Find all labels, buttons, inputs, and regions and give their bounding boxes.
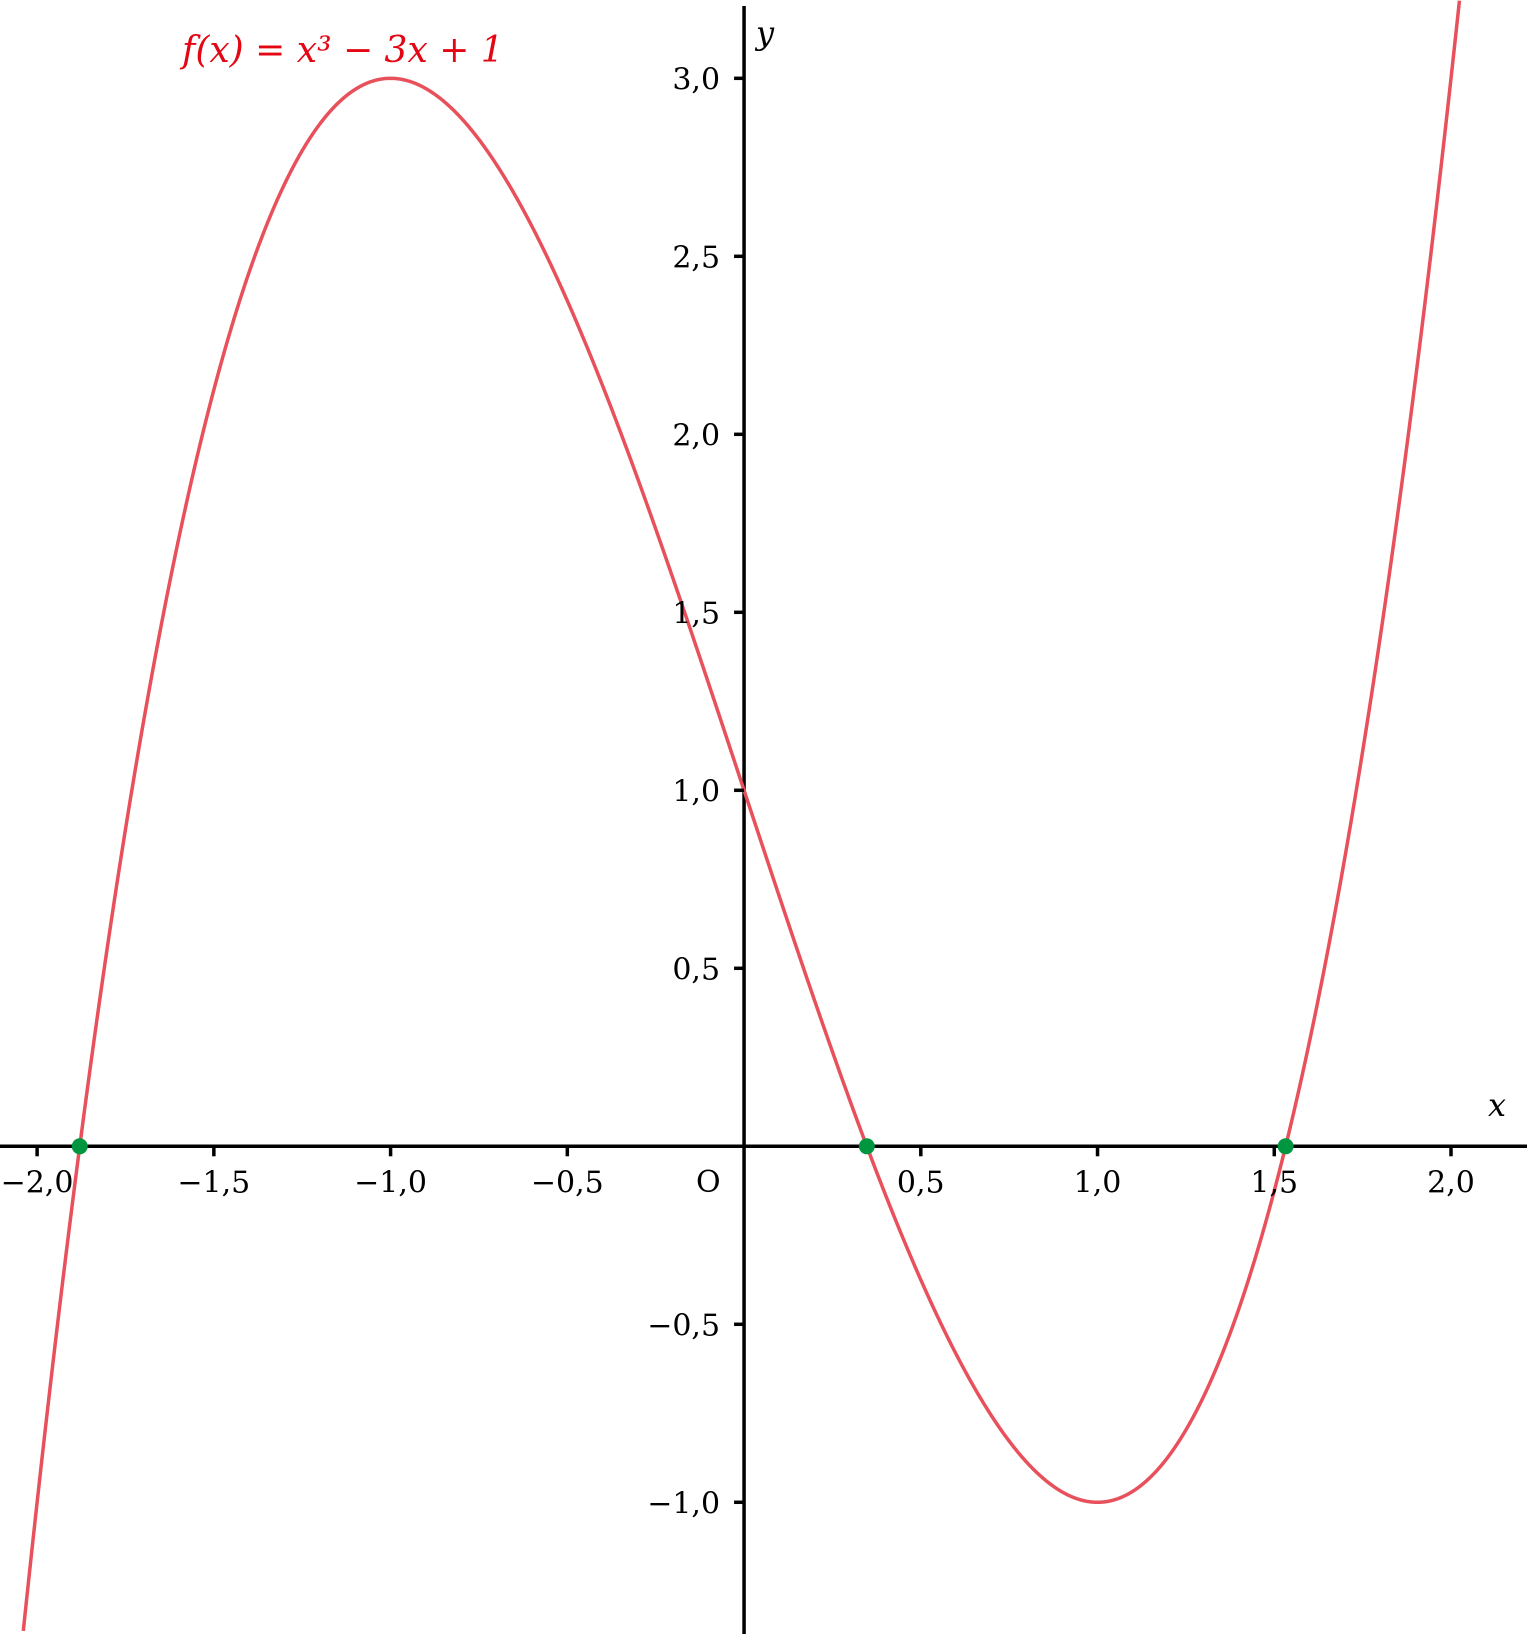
y-tick-label: 1,5 bbox=[672, 596, 720, 631]
root-point bbox=[858, 1138, 875, 1155]
y-tick-label: 3,0 bbox=[672, 62, 720, 97]
x-tick-label: −2,0 bbox=[1, 1165, 74, 1200]
x-tick-label: −0,5 bbox=[531, 1165, 604, 1200]
root-point bbox=[71, 1138, 88, 1155]
x-axis-label: x bbox=[1488, 1086, 1506, 1124]
y-tick-label: 0,5 bbox=[672, 952, 720, 987]
y-tick-label: −1,0 bbox=[647, 1486, 720, 1521]
x-tick-label: −1,5 bbox=[177, 1165, 250, 1200]
y-axis-label: y bbox=[754, 14, 775, 52]
x-tick-label: 1,5 bbox=[1250, 1165, 1298, 1200]
curve-f bbox=[21, 0, 1462, 1632]
x-tick-label: 0,5 bbox=[897, 1165, 945, 1200]
x-tick-label: −1,0 bbox=[354, 1165, 427, 1200]
origin-label: O bbox=[696, 1165, 721, 1200]
x-tick-label: 2,0 bbox=[1427, 1165, 1475, 1200]
chart-title: f(x) = x³ − 3x + 1 bbox=[179, 30, 504, 71]
y-tick-label: 1,0 bbox=[672, 774, 720, 809]
y-tick-label: 2,0 bbox=[672, 418, 720, 453]
y-tick-label: −0,5 bbox=[647, 1308, 720, 1343]
x-tick-label: 1,0 bbox=[1074, 1165, 1122, 1200]
y-tick-label: 2,5 bbox=[672, 240, 720, 275]
root-point bbox=[1277, 1138, 1294, 1155]
